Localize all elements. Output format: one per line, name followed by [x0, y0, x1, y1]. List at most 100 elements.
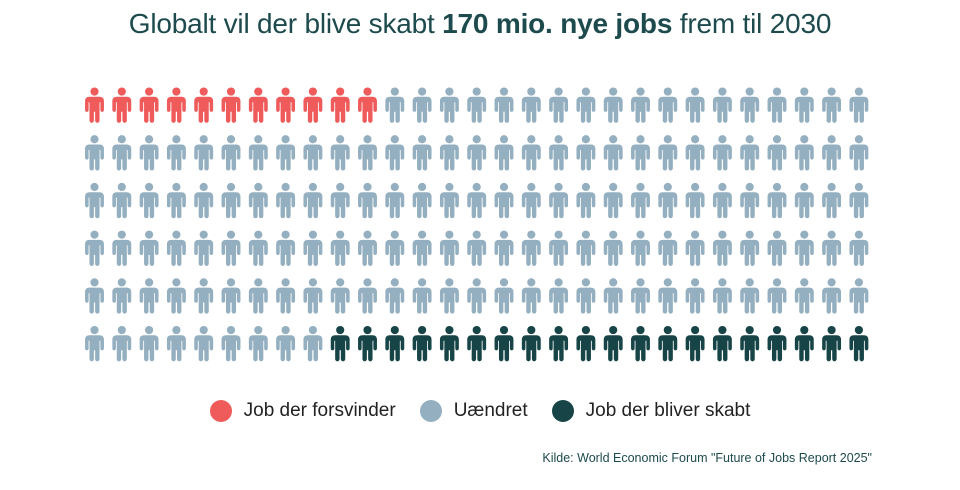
person-icon-98 — [358, 230, 377, 266]
person-icon-54 — [740, 135, 760, 171]
person-icon-83 — [740, 182, 760, 219]
legend-label-skabt: Job der bliver skabt — [585, 400, 751, 421]
legend-label-uaendret: Uændret — [453, 400, 528, 421]
person-icon-105 — [549, 230, 569, 266]
person-icon-44 — [467, 135, 487, 171]
person-icon-90 — [139, 230, 159, 266]
person-icon-1 — [85, 87, 104, 123]
person-icon-112 — [740, 230, 760, 266]
person-icon-80 — [658, 182, 678, 219]
chart-title: Globalt vil der blive skabt 170 mio. nye… — [0, 8, 960, 40]
person-icon-88 — [85, 230, 104, 266]
person-icon-26 — [767, 87, 787, 123]
person-icon-133 — [521, 278, 541, 314]
person-icon-158 — [412, 325, 432, 362]
person-icon-10 — [330, 87, 350, 123]
person-icon-137 — [631, 278, 650, 314]
person-icon-152 — [248, 325, 268, 362]
person-icon-23 — [685, 87, 705, 123]
person-icon-166 — [631, 325, 650, 362]
person-icon-69 — [358, 182, 377, 219]
person-icon-120 — [166, 278, 186, 314]
person-icon-31 — [112, 135, 132, 171]
person-icon-24 — [712, 87, 732, 123]
person-icon-154 — [303, 325, 323, 362]
person-icon-144 — [822, 278, 842, 314]
person-icon-49 — [603, 135, 623, 171]
person-icon-116 — [849, 230, 869, 266]
person-icon-142 — [767, 278, 787, 314]
person-icon-61 — [139, 182, 159, 219]
legend-item-forsvinder: Job der forsvinder — [209, 400, 396, 422]
legend-item-uaendret: Uændret — [419, 400, 528, 422]
person-icon-122 — [221, 278, 241, 314]
person-icon-9 — [303, 87, 323, 123]
person-icon-136 — [603, 278, 623, 314]
person-icon-139 — [685, 278, 705, 314]
legend-swatch-skabt — [551, 400, 574, 422]
person-icon-115 — [822, 230, 842, 266]
person-icon-92 — [194, 230, 214, 266]
person-icon-95 — [276, 230, 296, 266]
person-icon-132 — [494, 278, 514, 314]
person-icon-106 — [576, 230, 596, 266]
person-icon-161 — [494, 325, 514, 362]
person-icon-57 — [822, 135, 842, 171]
title-prefix: Globalt vil der blive skabt — [128, 8, 443, 39]
person-icon-16 — [494, 87, 514, 123]
person-icon-104 — [521, 230, 541, 266]
person-icon-97 — [330, 230, 350, 266]
person-icon-51 — [658, 135, 678, 171]
person-icon-35 — [221, 135, 241, 171]
person-icon-20 — [603, 87, 623, 123]
person-icon-15 — [467, 87, 487, 123]
person-icon-8 — [276, 87, 296, 123]
person-icon-6 — [221, 87, 241, 123]
person-icon-107 — [603, 230, 623, 266]
person-icon-19 — [576, 87, 596, 123]
person-icon-13 — [412, 87, 432, 123]
person-icon-124 — [276, 278, 296, 314]
person-icon-155 — [330, 325, 350, 362]
person-icon-87 — [849, 182, 869, 219]
person-icon-82 — [712, 182, 732, 219]
legend: Job der forsvinder Uændret Job der blive… — [0, 400, 960, 422]
person-icon-147 — [112, 325, 132, 362]
person-icon-36 — [248, 135, 268, 171]
person-icon-131 — [467, 278, 487, 314]
person-icon-56 — [794, 135, 814, 171]
person-icon-153 — [276, 325, 296, 362]
person-icon-156 — [358, 325, 377, 362]
person-icon-150 — [194, 325, 214, 362]
person-icon-123 — [248, 278, 268, 314]
person-icon-75 — [521, 182, 541, 219]
person-icon-125 — [303, 278, 323, 314]
person-icon-172 — [794, 325, 814, 362]
person-icon-39 — [330, 135, 350, 171]
person-icon-85 — [794, 182, 814, 219]
person-icon-37 — [276, 135, 296, 171]
person-icon-33 — [166, 135, 186, 171]
person-icon-129 — [412, 278, 432, 314]
person-icon-171 — [767, 325, 787, 362]
person-icon-111 — [712, 230, 732, 266]
person-icon-68 — [330, 182, 350, 219]
person-icon-73 — [467, 182, 487, 219]
person-icon-3 — [139, 87, 159, 123]
person-icon-74 — [494, 182, 514, 219]
person-icon-78 — [603, 182, 623, 219]
person-icon-25 — [740, 87, 760, 123]
person-icon-141 — [740, 278, 760, 314]
person-icon-81 — [685, 182, 705, 219]
person-icon-128 — [385, 278, 405, 314]
person-icon-143 — [794, 278, 814, 314]
person-icon-140 — [712, 278, 732, 314]
person-icon-146 — [85, 325, 104, 362]
person-icon-40 — [358, 135, 377, 171]
person-icon-28 — [822, 87, 842, 123]
person-icon-168 — [685, 325, 705, 362]
person-icon-41 — [385, 135, 405, 171]
person-icon-91 — [166, 230, 186, 266]
person-icon-99 — [385, 230, 405, 266]
person-icon-60 — [112, 182, 132, 219]
